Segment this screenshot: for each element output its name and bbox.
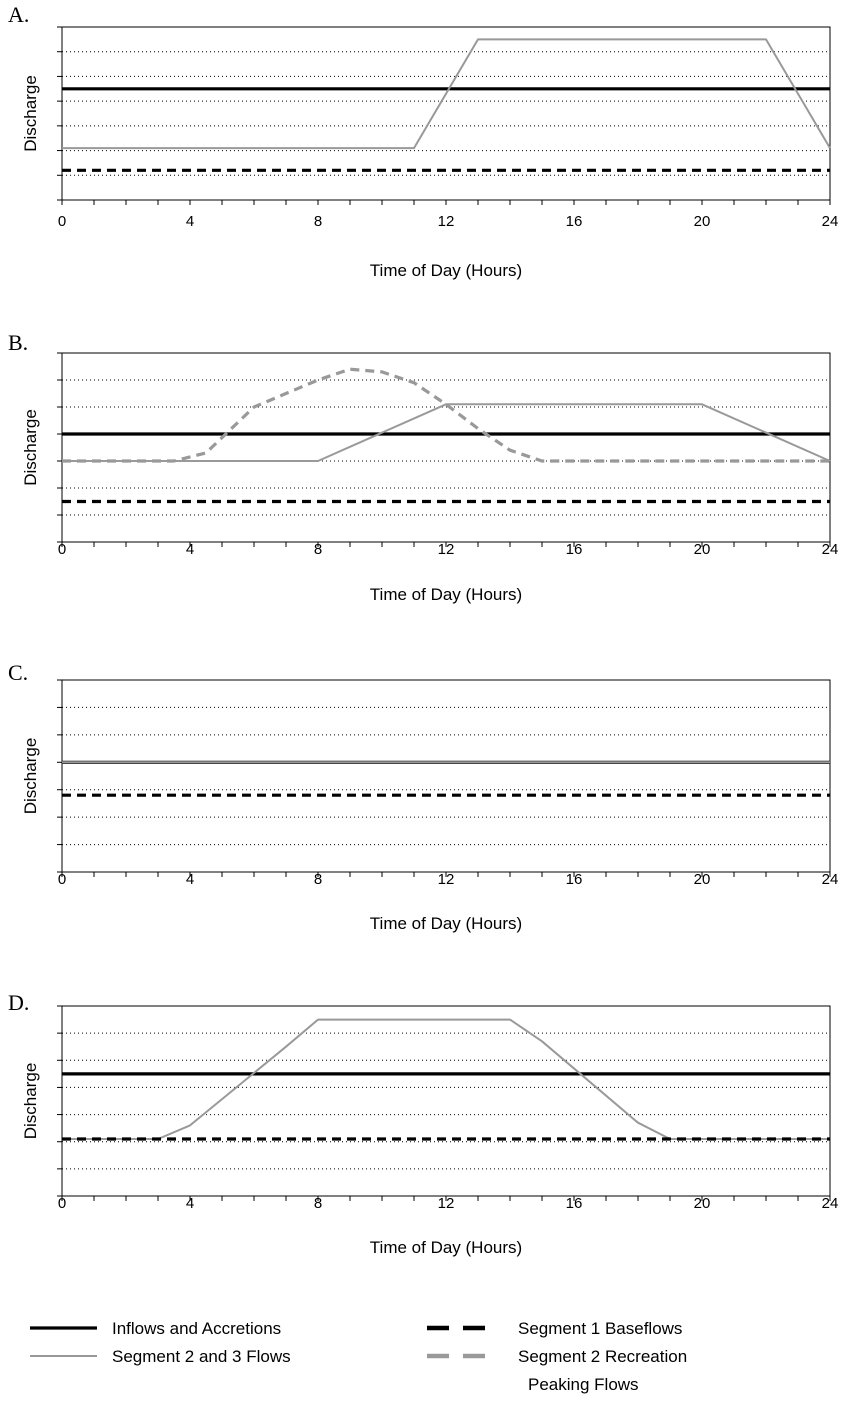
panel-label: C. (8, 660, 28, 685)
legend-label-seg2rec: Segment 2 Recreation (518, 1347, 687, 1366)
x-tick-label: 20 (694, 1195, 711, 1212)
x-tick-label: 12 (438, 1195, 455, 1212)
x-tick-label: 16 (566, 541, 583, 558)
legend: Inflows and Accretions Segment 2 and 3 Fl… (30, 1319, 687, 1394)
plot-frame (61, 352, 831, 543)
panel-c: C. 0 4 8 12 16 20 24 Time of Day (Hours) Discharg… (8, 660, 838, 933)
legend-label-seg1base: Segment 1 Baseflows (518, 1319, 682, 1338)
panel-label: D. (8, 990, 29, 1015)
x-tick-label: 8 (314, 1195, 322, 1212)
legend-label-inflows: Inflows and Accretions (112, 1319, 281, 1338)
x-tick-label: 24 (822, 213, 839, 230)
y-axis-title: Discharge (21, 75, 40, 152)
x-axis-title: Time of Day (Hours) (370, 585, 522, 604)
panel-a: A. 0 4 8 12 16 20 24 Time of Day (Hours) Discharg… (8, 2, 838, 280)
x-tick-label: 4 (186, 213, 194, 230)
x-tick-label: 12 (438, 213, 455, 230)
legend-label-seg23: Segment 2 and 3 Flows (112, 1347, 291, 1366)
plot-frame (61, 1005, 831, 1197)
plot-frame (61, 26, 831, 201)
series-line-seg23 (62, 1018, 830, 1140)
x-tick-label: 12 (438, 871, 455, 888)
x-tick-label: 4 (186, 541, 194, 558)
x-tick-label: 4 (186, 1195, 194, 1212)
panel-label: A. (8, 2, 29, 27)
x-tick-label: 8 (314, 213, 322, 230)
x-tick-label: 8 (314, 871, 322, 888)
x-axis-title: Time of Day (Hours) (370, 1238, 522, 1257)
x-tick-label: 16 (566, 213, 583, 230)
x-tick-label: 20 (694, 541, 711, 558)
x-tick-label: 24 (822, 1195, 839, 1212)
x-tick-label: 24 (822, 871, 839, 888)
panel-label: B. (8, 330, 28, 355)
legend-label-seg2rec-line2: Peaking Flows (528, 1375, 639, 1394)
x-tick-label: 0 (58, 871, 66, 888)
x-tick-label: 0 (58, 541, 66, 558)
x-axis-title: Time of Day (Hours) (370, 914, 522, 933)
series-line-seg23 (62, 403, 831, 462)
x-tick-label: 8 (314, 541, 322, 558)
series-line-seg2rec (62, 367, 830, 463)
plot-frame (61, 679, 831, 873)
x-tick-label: 20 (694, 213, 711, 230)
series-line-seg23 (62, 38, 831, 150)
y-axis-title: Discharge (21, 738, 40, 815)
x-tick-label: 20 (694, 871, 711, 888)
y-axis-title: Discharge (21, 409, 40, 486)
panel-b: B. 0 4 8 12 16 20 24 Time of Day (Hours) Discharg… (8, 330, 838, 604)
x-tick-label: 24 (822, 541, 839, 558)
x-tick-label: 0 (58, 1195, 66, 1212)
y-axis-title: Discharge (21, 1063, 40, 1140)
x-tick-label: 16 (566, 1195, 583, 1212)
x-tick-label: 4 (186, 871, 194, 888)
x-tick-label: 12 (438, 541, 455, 558)
panel-d: D. 0 4 8 12 16 20 24 Time of Day (Hours) Discharg… (8, 990, 838, 1257)
x-tick-label: 0 (58, 213, 66, 230)
x-axis-title: Time of Day (Hours) (370, 261, 522, 280)
x-tick-label: 16 (566, 871, 583, 888)
